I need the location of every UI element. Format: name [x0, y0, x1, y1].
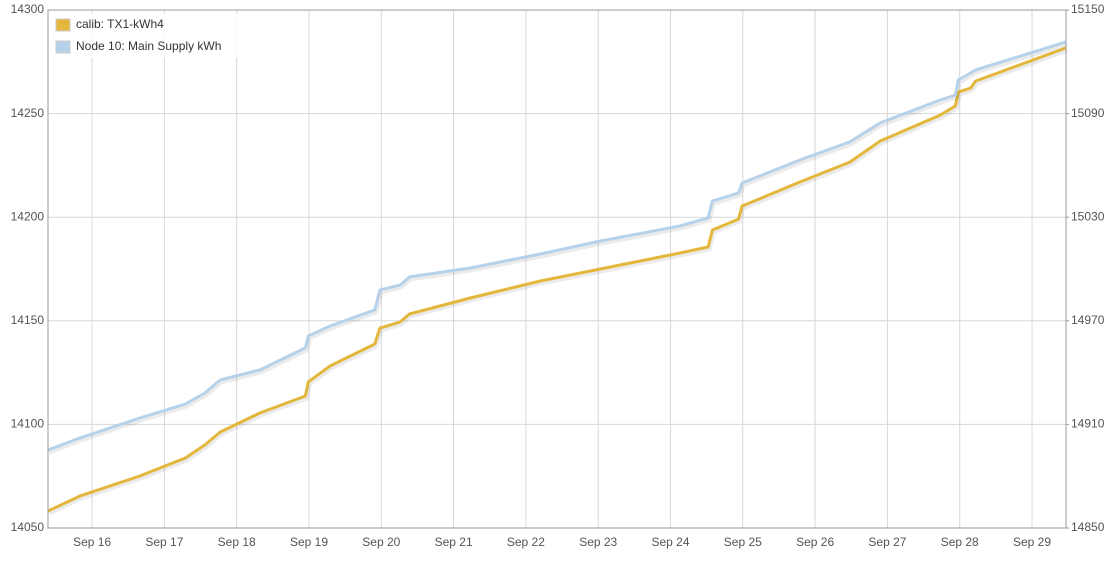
x-tick-label: Sep 23: [579, 535, 617, 549]
y-tick-label: 14200: [11, 209, 45, 223]
y2-tick-label: 14970: [1071, 313, 1105, 327]
x-tick-label: Sep 29: [1013, 535, 1051, 549]
y2-tick-label: 15090: [1071, 106, 1105, 120]
legend-label: calib: TX1-kWh4: [76, 17, 164, 31]
x-tick-label: Sep 20: [362, 535, 400, 549]
lines: [47, 40, 1068, 516]
legend-swatch: [55, 18, 71, 32]
legend-box: [52, 14, 244, 58]
x-tick-label: Sep 28: [941, 535, 979, 549]
y-tick-label: 14100: [11, 417, 45, 431]
x-tick-label: Sep 24: [651, 535, 689, 549]
x-tick-label: Sep 19: [290, 535, 328, 549]
legend: calib: TX1-kWh4 Node 10: Main Supply kWh: [52, 14, 244, 58]
plot-border: [47, 9, 1067, 529]
y-tick-label: 14150: [11, 313, 45, 327]
y-tick-label: 14300: [11, 2, 45, 16]
x-tick-label: Sep 18: [218, 535, 256, 549]
y-tick-label: 14250: [11, 106, 45, 120]
y2-tick-label: 15150: [1071, 2, 1105, 16]
line-shadow: [47, 47, 1068, 516]
x-tick-label: Sep 22: [507, 535, 545, 549]
y2-tick-label: 15030: [1071, 209, 1105, 223]
labels: 14050 14100 14150 14200 14250 14300 14850 14910…: [11, 2, 1105, 549]
x-tick-label: Sep 16: [73, 535, 111, 549]
x-tick-label: Sep 26: [796, 535, 834, 549]
y2-tick-label: 14910: [1071, 417, 1105, 431]
y-tick-label: 14050: [11, 520, 45, 534]
legend-label: Node 10: Main Supply kWh: [76, 39, 221, 53]
x-tick-label: Sep 27: [868, 535, 906, 549]
x-tick-label: Sep 17: [145, 535, 183, 549]
y2-tick-label: 14850: [1071, 520, 1105, 534]
line: [47, 40, 1067, 452]
line-shadow: [48, 41, 1068, 455]
line: [47, 46, 1067, 513]
x-tick-label: Sep 25: [724, 535, 762, 549]
x-tick-label: Sep 21: [435, 535, 473, 549]
legend-swatch: [55, 40, 71, 54]
